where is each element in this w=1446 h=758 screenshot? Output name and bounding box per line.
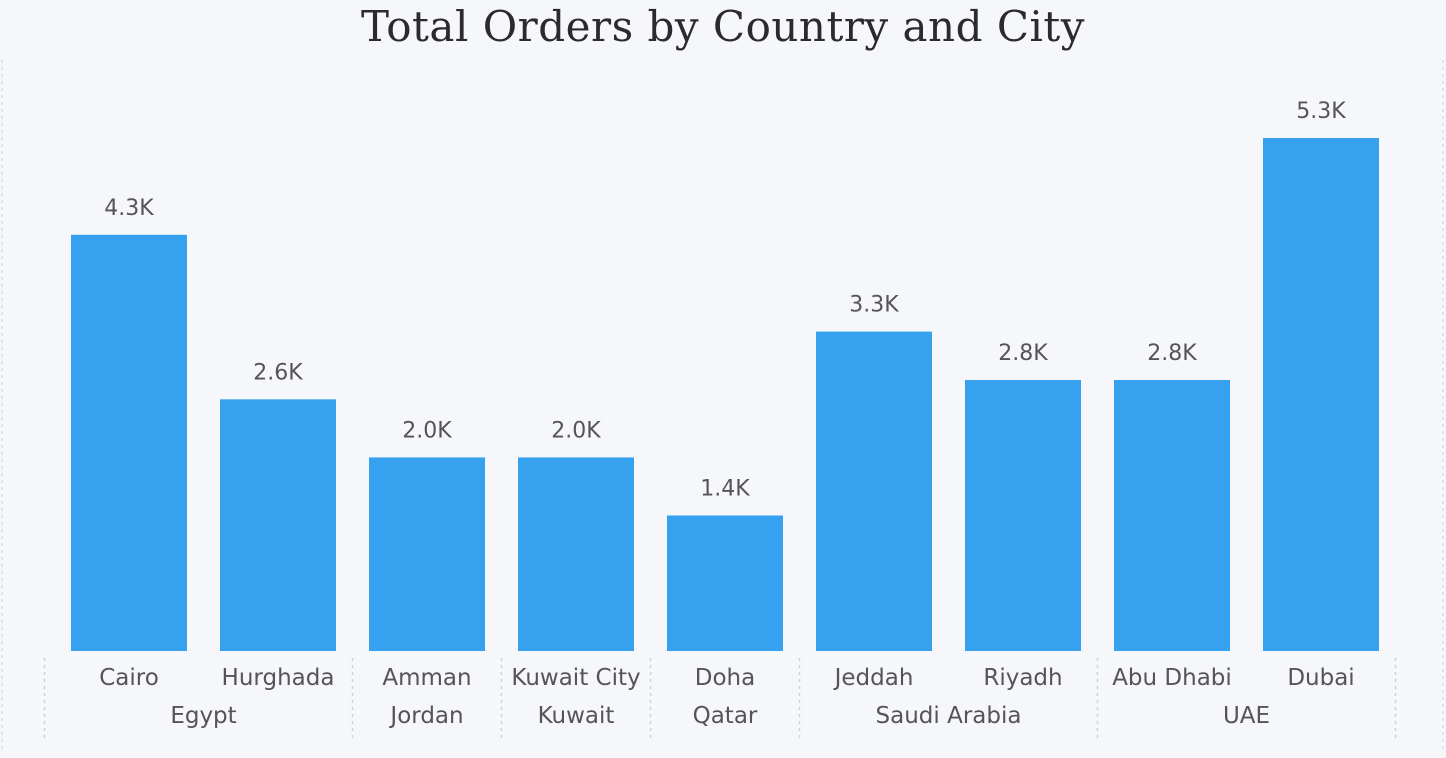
x-tick-label-doha: Doha — [695, 665, 755, 691]
bar-hurghada — [220, 399, 336, 651]
data-label-hurghada: 2.6K — [253, 360, 303, 385]
x-tick-label-riyadh: Riyadh — [983, 665, 1062, 691]
x-tick-label-dubai: Dubai — [1287, 665, 1354, 691]
data-label-cairo: 4.3K — [104, 196, 154, 221]
data-label-riyadh: 2.8K — [998, 341, 1048, 366]
group-label-saudi-arabia: Saudi Arabia — [876, 703, 1022, 729]
bar-jeddah — [816, 331, 932, 651]
data-label-jeddah: 3.3K — [849, 293, 899, 318]
bar-doha — [667, 515, 783, 651]
group-label-jordan: Jordan — [388, 703, 463, 729]
x-tick-label-hurghada: Hurghada — [222, 665, 335, 691]
data-label-abu-dhabi: 2.8K — [1147, 341, 1197, 366]
data-label-amman: 2.0K — [402, 418, 452, 443]
bar-dubai — [1263, 138, 1379, 651]
data-label-dubai: 5.3K — [1296, 99, 1346, 124]
data-label-doha: 1.4K — [700, 476, 750, 501]
data-label-kuwait-city: 2.0K — [551, 418, 601, 443]
group-label-egypt: Egypt — [170, 703, 236, 729]
bar-amman — [369, 457, 485, 651]
bar-abu-dhabi — [1114, 379, 1230, 651]
bar-kuwait-city — [518, 457, 634, 651]
x-tick-label-amman: Amman — [382, 665, 471, 691]
bar-riyadh — [965, 379, 1081, 651]
x-tick-label-cairo: Cairo — [99, 665, 159, 691]
group-label-uae: UAE — [1223, 703, 1270, 729]
chart-title: Total Orders by Country and City — [361, 2, 1085, 51]
group-label-qatar: Qatar — [693, 703, 758, 729]
bar-cairo — [71, 234, 187, 651]
x-tick-label-abu-dhabi: Abu Dhabi — [1112, 665, 1232, 691]
group-label-kuwait: Kuwait — [538, 703, 615, 729]
x-tick-label-jeddah: Jeddah — [833, 665, 914, 691]
x-tick-label-kuwait-city: Kuwait City — [511, 665, 640, 691]
